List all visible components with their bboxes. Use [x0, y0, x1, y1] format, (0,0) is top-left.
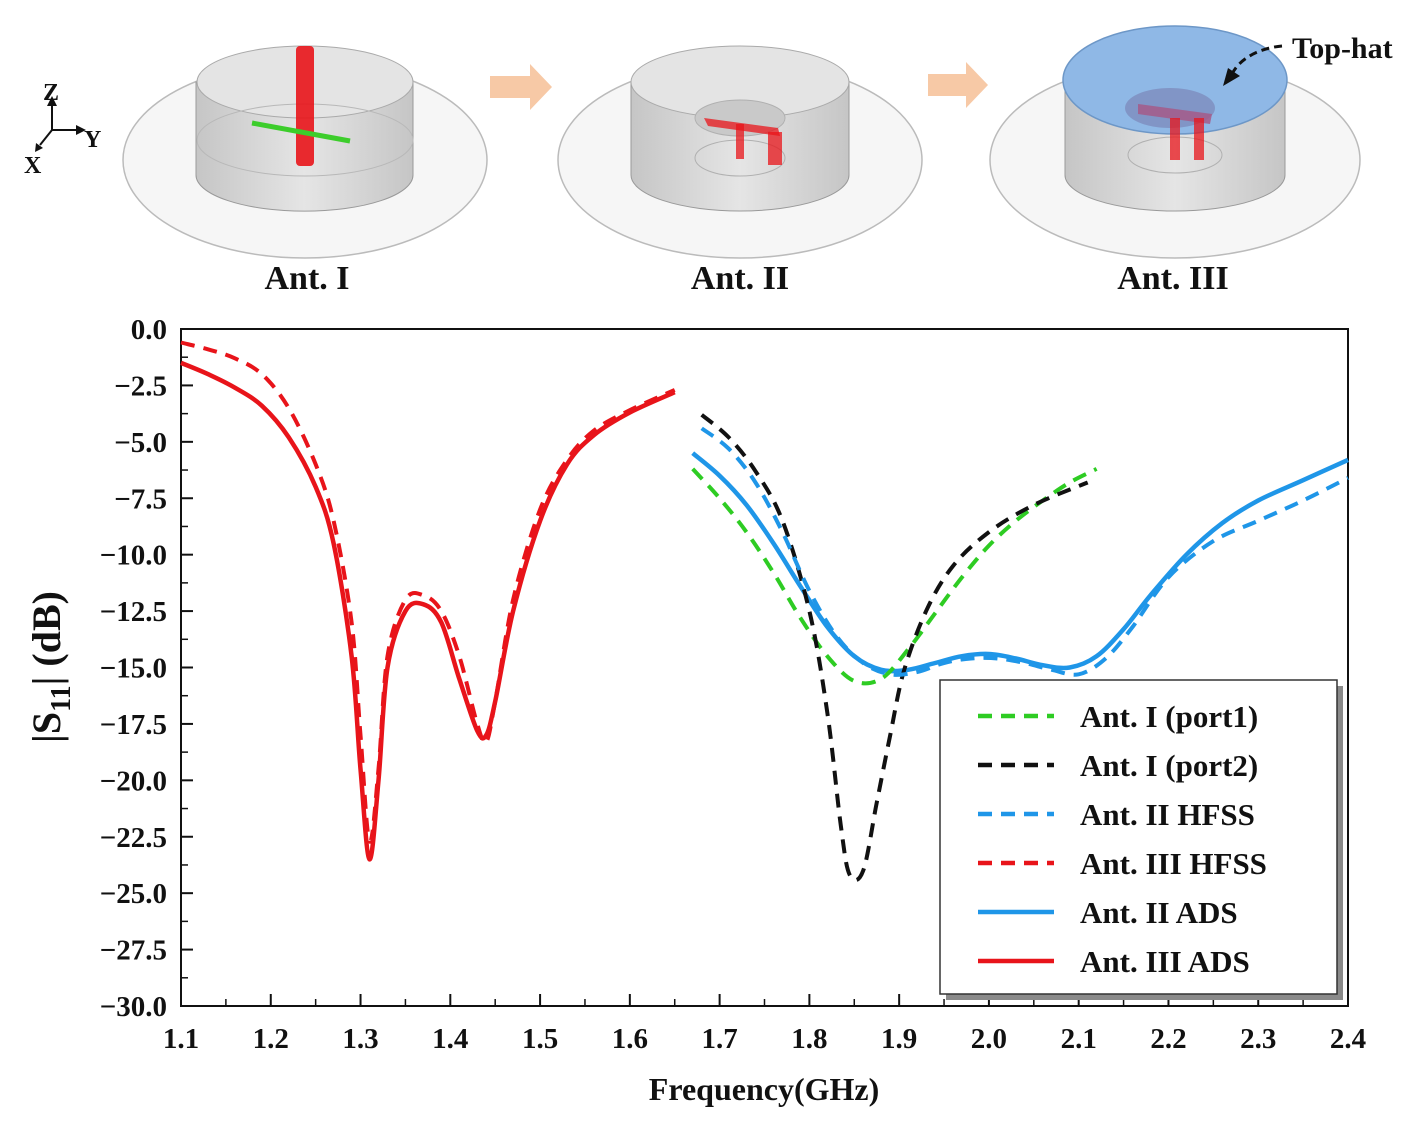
coordinate-triad: Z Y X — [24, 80, 101, 179]
x-tick-label: 2.3 — [1240, 1023, 1276, 1055]
y-axis-title-main: |S — [24, 712, 69, 743]
arrow-2-icon — [928, 62, 988, 108]
x-axis-title: Frequency(GHz) — [649, 1071, 879, 1107]
x-tick-label: 2.2 — [1150, 1023, 1186, 1055]
legend-label: Ant. I (port1) — [1080, 699, 1258, 734]
tick-group: 1.1 1.2 1.3 1.4 1.5 1.6 1.7 1.8 1.9 2.0 2.1 2.2 2.3 2… — [100, 314, 1366, 1055]
y-tick-label: 0.0 — [131, 314, 167, 346]
y-tick-label: −20.0 — [100, 765, 167, 797]
top-hat-label: Top-hat — [1292, 32, 1393, 65]
x-tick-label: 2.4 — [1330, 1023, 1366, 1055]
x-tick-label: 1.9 — [881, 1023, 917, 1055]
series-line-ant-ii-hfss — [700, 426, 1349, 677]
x-tick-label: 1.8 — [791, 1023, 827, 1055]
arrow-1-icon — [490, 64, 552, 110]
legend-label: Ant. III ADS — [1080, 944, 1250, 979]
curve-group — [180, 340, 1349, 883]
axis-z-label: Z — [43, 80, 59, 106]
ant-iii-model: Top-hat — [989, 25, 1393, 259]
legend-label: Ant. III HFSS — [1080, 846, 1267, 881]
x-tick-label: 2.0 — [971, 1023, 1007, 1055]
y-tick-label: −10.0 — [100, 540, 167, 572]
y-tick-label: −15.0 — [100, 653, 167, 685]
ant-iii-label: Ant. III — [1117, 260, 1229, 297]
y-tick-label: −25.0 — [100, 878, 167, 910]
y-tick-label: −7.5 — [114, 483, 167, 515]
x-tick-label: 2.1 — [1061, 1023, 1097, 1055]
y-tick-label: −22.5 — [100, 822, 167, 854]
ant-i-label: Ant. I — [264, 260, 350, 297]
legend-label: Ant. I (port2) — [1080, 748, 1258, 783]
y-tick-label: −2.5 — [114, 370, 167, 402]
ant-ii-label: Ant. II — [690, 260, 790, 297]
y-tick-label: −5.0 — [114, 427, 167, 459]
x-tick-label: 1.2 — [253, 1023, 289, 1055]
series-line-ant-i-port1 — [691, 467, 1098, 686]
y-axis-title: |S11| (dB) — [24, 591, 77, 743]
legend-label: Ant. II HFSS — [1080, 797, 1255, 832]
x-tick-label: 1.6 — [612, 1023, 648, 1055]
y-tick-label: −30.0 — [100, 991, 167, 1023]
series-line-ant-ii-ads — [691, 451, 1349, 674]
y-axis-title-tail: | (dB) — [24, 591, 69, 685]
series-line-ant-iii-hfss — [180, 340, 676, 844]
chart: 1.1 1.2 1.3 1.4 1.5 1.6 1.7 1.8 1.9 2.0 2.1 2.2 2.3 2… — [24, 314, 1366, 1107]
x-tick-label: 1.3 — [342, 1023, 378, 1055]
series-line-ant-iii-ads — [180, 360, 676, 862]
x-tick-label: 1.1 — [163, 1023, 199, 1055]
y-tick-label: −27.5 — [100, 935, 167, 967]
axis-x-label: X — [24, 153, 42, 179]
y-axis-title-sub: 11 — [46, 685, 77, 711]
x-tick-label: 1.4 — [432, 1023, 468, 1055]
ant-i-model — [122, 45, 488, 259]
y-tick-label: −12.5 — [100, 596, 167, 628]
legend: Ant. I (port1) Ant. I (port2) Ant. II HFSS… — [939, 679, 1343, 1000]
axis-y-label: Y — [84, 127, 101, 153]
y-tick-label: −17.5 — [100, 709, 167, 741]
x-tick-label: 1.7 — [701, 1023, 737, 1055]
x-tick-label: 1.5 — [522, 1023, 558, 1055]
ant-ii-model — [557, 45, 923, 259]
legend-label: Ant. II ADS — [1080, 895, 1238, 930]
series-line-ant-i-port2 — [700, 413, 1089, 883]
